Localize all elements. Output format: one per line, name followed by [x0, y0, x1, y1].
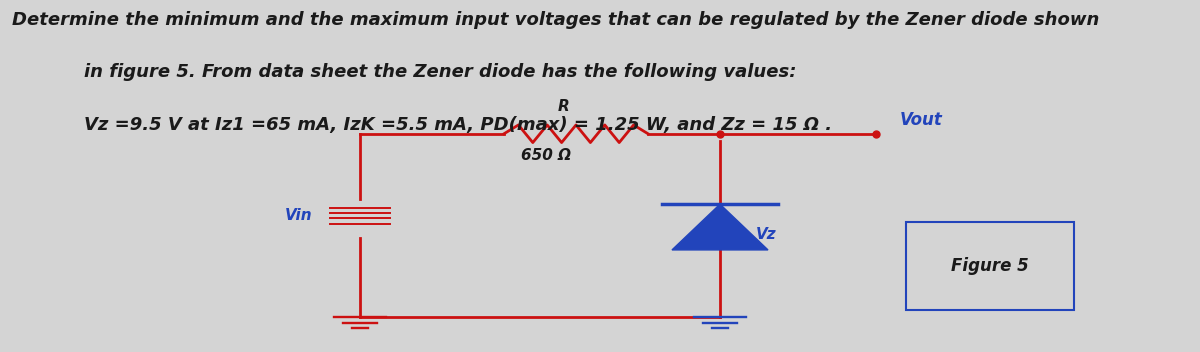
FancyBboxPatch shape: [906, 222, 1074, 310]
Text: Determine the minimum and the maximum input voltages that can be regulated by th: Determine the minimum and the maximum in…: [12, 11, 1099, 29]
Text: Vz: Vz: [756, 227, 776, 241]
Text: Vin: Vin: [284, 208, 312, 223]
Text: Vz =9.5 V at Iz1 =65 mA, IzK =5.5 mA, PD(max) = 1.25 W, and Zz = 15 Ω .: Vz =9.5 V at Iz1 =65 mA, IzK =5.5 mA, PD…: [84, 116, 832, 134]
Text: Figure 5: Figure 5: [952, 257, 1028, 275]
Text: R: R: [558, 99, 570, 114]
Polygon shape: [672, 204, 768, 250]
Text: in figure 5. From data sheet the Zener diode has the following values:: in figure 5. From data sheet the Zener d…: [84, 63, 797, 81]
Text: Vout: Vout: [900, 111, 943, 129]
Text: 650 Ω: 650 Ω: [521, 148, 571, 163]
